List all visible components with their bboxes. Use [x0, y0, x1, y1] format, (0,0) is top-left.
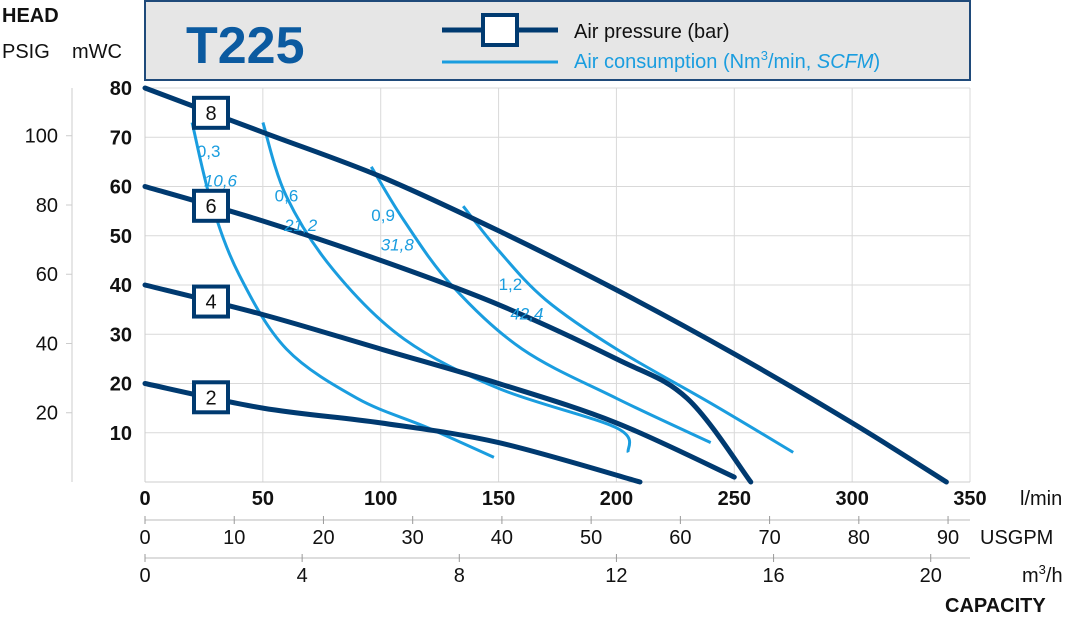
usgpm-tick-label: 80 [848, 527, 870, 549]
mwc-axis-ticks: 10 20 30 40 50 60 70 80 [110, 78, 132, 445]
consumption-curve [462, 205, 794, 454]
consumption-label-metric: 1,2 [499, 275, 523, 294]
mwc-tick-label: 20 [110, 374, 132, 396]
curve-labels: 0,3 10,6 0,6 21,2 0,9 31,8 1,2 42,4 8 6 4 2 [192, 95, 543, 415]
model-title: T225 [186, 17, 305, 75]
m3h-axis: 0 4 8 12 16 20 [139, 554, 970, 587]
consumption-curves [190, 122, 794, 459]
mwc-tick-label: 40 [110, 275, 132, 297]
pressure-curve [142, 85, 949, 485]
lmin-tick-label: 0 [139, 488, 150, 510]
pressure-marker-box [192, 284, 230, 319]
mwc-tick-label: 60 [110, 177, 132, 199]
pressure-marker-label: 4 [205, 292, 216, 314]
usgpm-tick-label: 90 [937, 527, 959, 549]
psig-tick-label: 40 [36, 333, 58, 355]
pressure-marker-box [192, 188, 230, 223]
lmin-tick-label: 300 [835, 488, 868, 510]
usgpm-tick-label: 40 [491, 527, 513, 549]
legend-pressure-marker [481, 13, 519, 47]
psig-axis-ticks: 20 40 60 80 100 [25, 126, 72, 425]
mwc-label: mWC [72, 41, 122, 63]
m3h-tick-label: 12 [605, 565, 627, 587]
consumption-label-metric: 0,6 [275, 186, 299, 205]
m3h-tick-label: 20 [920, 565, 942, 587]
lmin-axis: 0 50 100 150 200 250 300 350 [139, 488, 986, 510]
psig-label: PSIG [2, 41, 50, 63]
legend-pressure: Air pressure (bar) [442, 13, 730, 47]
head-label: HEAD [2, 5, 59, 27]
legend-pressure-label: Air pressure (bar) [574, 21, 730, 43]
mwc-tick-label: 70 [110, 127, 132, 149]
consumption-label-metric: 0,9 [371, 206, 395, 225]
pressure-marker-box [192, 95, 230, 130]
usgpm-tick-label: 10 [223, 527, 245, 549]
usgpm-unit: USGPM [980, 527, 1053, 549]
lmin-tick-label: 150 [482, 488, 515, 510]
legend-consumption-label: Air consumption (Nm3/min, SCFM) [574, 48, 880, 73]
mwc-tick-label: 30 [110, 324, 132, 346]
m3h-tick-label: 0 [139, 565, 150, 587]
consumption-label-imperial: 10,6 [204, 172, 238, 191]
m3h-tick-label: 16 [762, 565, 784, 587]
consumption-label-imperial: 31,8 [381, 236, 415, 255]
consumption-curve [370, 166, 712, 444]
usgpm-tick-label: 0 [139, 527, 150, 549]
lmin-unit: l/min [1020, 488, 1062, 510]
mwc-tick-label: 10 [110, 423, 132, 445]
usgpm-tick-label: 70 [758, 527, 780, 549]
legend-consumption: Air consumption (Nm3/min, SCFM) [442, 48, 880, 73]
consumption-curve [261, 122, 632, 454]
usgpm-axis: 0 10 20 30 40 50 60 70 80 90 [139, 516, 970, 549]
consumption-curve [190, 122, 495, 459]
usgpm-tick-label: 50 [580, 527, 602, 549]
usgpm-tick-label: 20 [312, 527, 334, 549]
consumption-label-imperial: 21,2 [283, 216, 318, 235]
pressure-marker-label: 2 [205, 387, 216, 409]
lmin-tick-label: 200 [600, 488, 633, 510]
usgpm-tick-label: 60 [669, 527, 691, 549]
psig-tick-label: 100 [25, 126, 58, 148]
psig-tick-label: 60 [36, 264, 58, 286]
lmin-tick-label: 50 [252, 488, 274, 510]
header-box [144, 0, 971, 81]
m3h-unit: m3/h [1022, 562, 1063, 587]
pressure-marker-label: 6 [205, 196, 216, 218]
pressure-marker-label: 8 [205, 103, 216, 125]
mwc-tick-label: 50 [110, 226, 132, 248]
m3h-tick-label: 8 [454, 565, 465, 587]
psig-tick-label: 80 [36, 195, 58, 217]
m3h-tick-label: 4 [297, 565, 308, 587]
consumption-label-metric: 0,3 [197, 142, 221, 161]
capacity-label: CAPACITY [945, 595, 1046, 617]
pressure-marker-box [192, 380, 230, 415]
grid [144, 87, 971, 483]
mwc-tick-label: 80 [110, 78, 132, 100]
usgpm-tick-label: 30 [402, 527, 424, 549]
consumption-label-imperial: 42,4 [510, 304, 543, 323]
psig-tick-label: 20 [36, 403, 58, 425]
pressure-curve [142, 282, 737, 480]
lmin-tick-label: 350 [953, 488, 986, 510]
pressure-curve [142, 184, 754, 485]
lmin-tick-label: 100 [364, 488, 397, 510]
lmin-tick-label: 250 [718, 488, 751, 510]
